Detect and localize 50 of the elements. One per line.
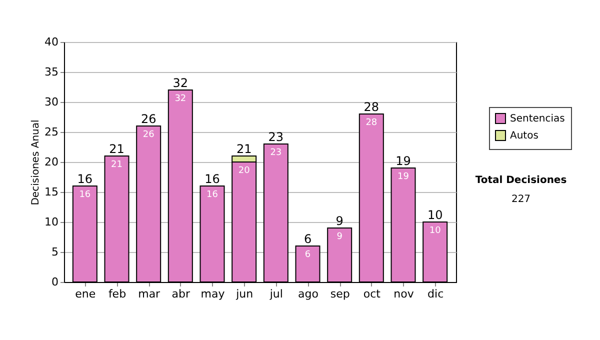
data-label: 19 xyxy=(398,172,410,182)
total-label: 16 xyxy=(204,172,220,186)
y-tick-label: 35 xyxy=(44,66,58,78)
total-label: 23 xyxy=(268,130,284,144)
data-label: 10 xyxy=(429,226,442,236)
total-label: 6 xyxy=(304,232,312,246)
y-tick-label: 0 xyxy=(52,276,58,288)
data-label: 9 xyxy=(336,232,343,242)
text: Total Decisiones xyxy=(475,175,567,186)
total-label: 21 xyxy=(236,142,252,156)
y-tick-label: 5 xyxy=(52,246,58,258)
data-label: 6 xyxy=(304,250,311,260)
total-label: 10 xyxy=(427,208,443,222)
total-label: 28 xyxy=(364,100,380,114)
x-tick-label: ago xyxy=(298,288,319,300)
y-tick-label: 10 xyxy=(44,216,58,228)
total-label: 9 xyxy=(336,214,344,228)
data-label: 32 xyxy=(174,94,186,104)
data-label: 16 xyxy=(79,190,91,200)
x-tick-label: sep xyxy=(330,288,350,300)
x-tick-label: may xyxy=(200,288,226,300)
y-tick-label: 40 xyxy=(44,36,58,48)
data-label: 26 xyxy=(142,130,155,140)
data-label: 28 xyxy=(366,118,378,128)
x-tick-label: ene xyxy=(75,288,96,300)
x-tick-label: feb xyxy=(108,288,126,300)
data-label: 20 xyxy=(238,166,250,176)
data-label: 16 xyxy=(206,190,218,200)
x-tick-label: oct xyxy=(363,288,382,300)
x-tick-label: jun xyxy=(235,288,254,300)
y-tick-label: 25 xyxy=(44,126,58,138)
y-tick-label: 15 xyxy=(44,186,58,198)
data-label: 23 xyxy=(270,148,282,158)
y-axis-title: Decisiones Anual xyxy=(30,120,42,206)
y-tick-label: 30 xyxy=(44,96,58,108)
text: 227 xyxy=(511,194,531,205)
total-label: 32 xyxy=(172,76,188,90)
x-tick-label: dic xyxy=(428,288,444,300)
x-tick-label: nov xyxy=(394,288,414,300)
y-tick-label: 20 xyxy=(44,156,58,168)
total-label: 16 xyxy=(77,172,93,186)
legend-label: Sentencias xyxy=(510,114,565,124)
data-label: 21 xyxy=(111,160,122,170)
x-tick-label: mar xyxy=(138,288,161,300)
total-label: 21 xyxy=(109,142,124,156)
total-label: 19 xyxy=(396,154,411,168)
x-tick-label: jul xyxy=(268,288,283,300)
legend-label: Autos xyxy=(510,130,538,142)
x-tick-label: abr xyxy=(172,288,191,300)
total-label: 26 xyxy=(140,112,156,126)
